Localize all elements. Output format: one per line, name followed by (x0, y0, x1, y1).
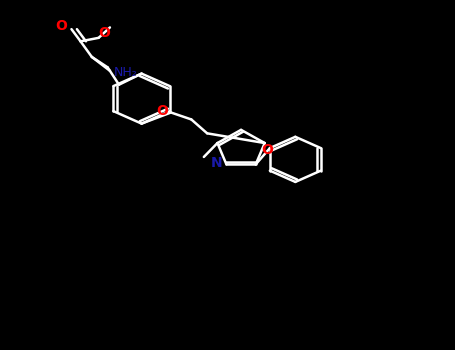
Text: O: O (156, 104, 168, 118)
Text: O: O (98, 26, 110, 40)
Text: N: N (211, 156, 222, 170)
Text: O: O (261, 143, 273, 157)
Text: O: O (56, 19, 67, 33)
Text: NH₂: NH₂ (114, 66, 137, 79)
